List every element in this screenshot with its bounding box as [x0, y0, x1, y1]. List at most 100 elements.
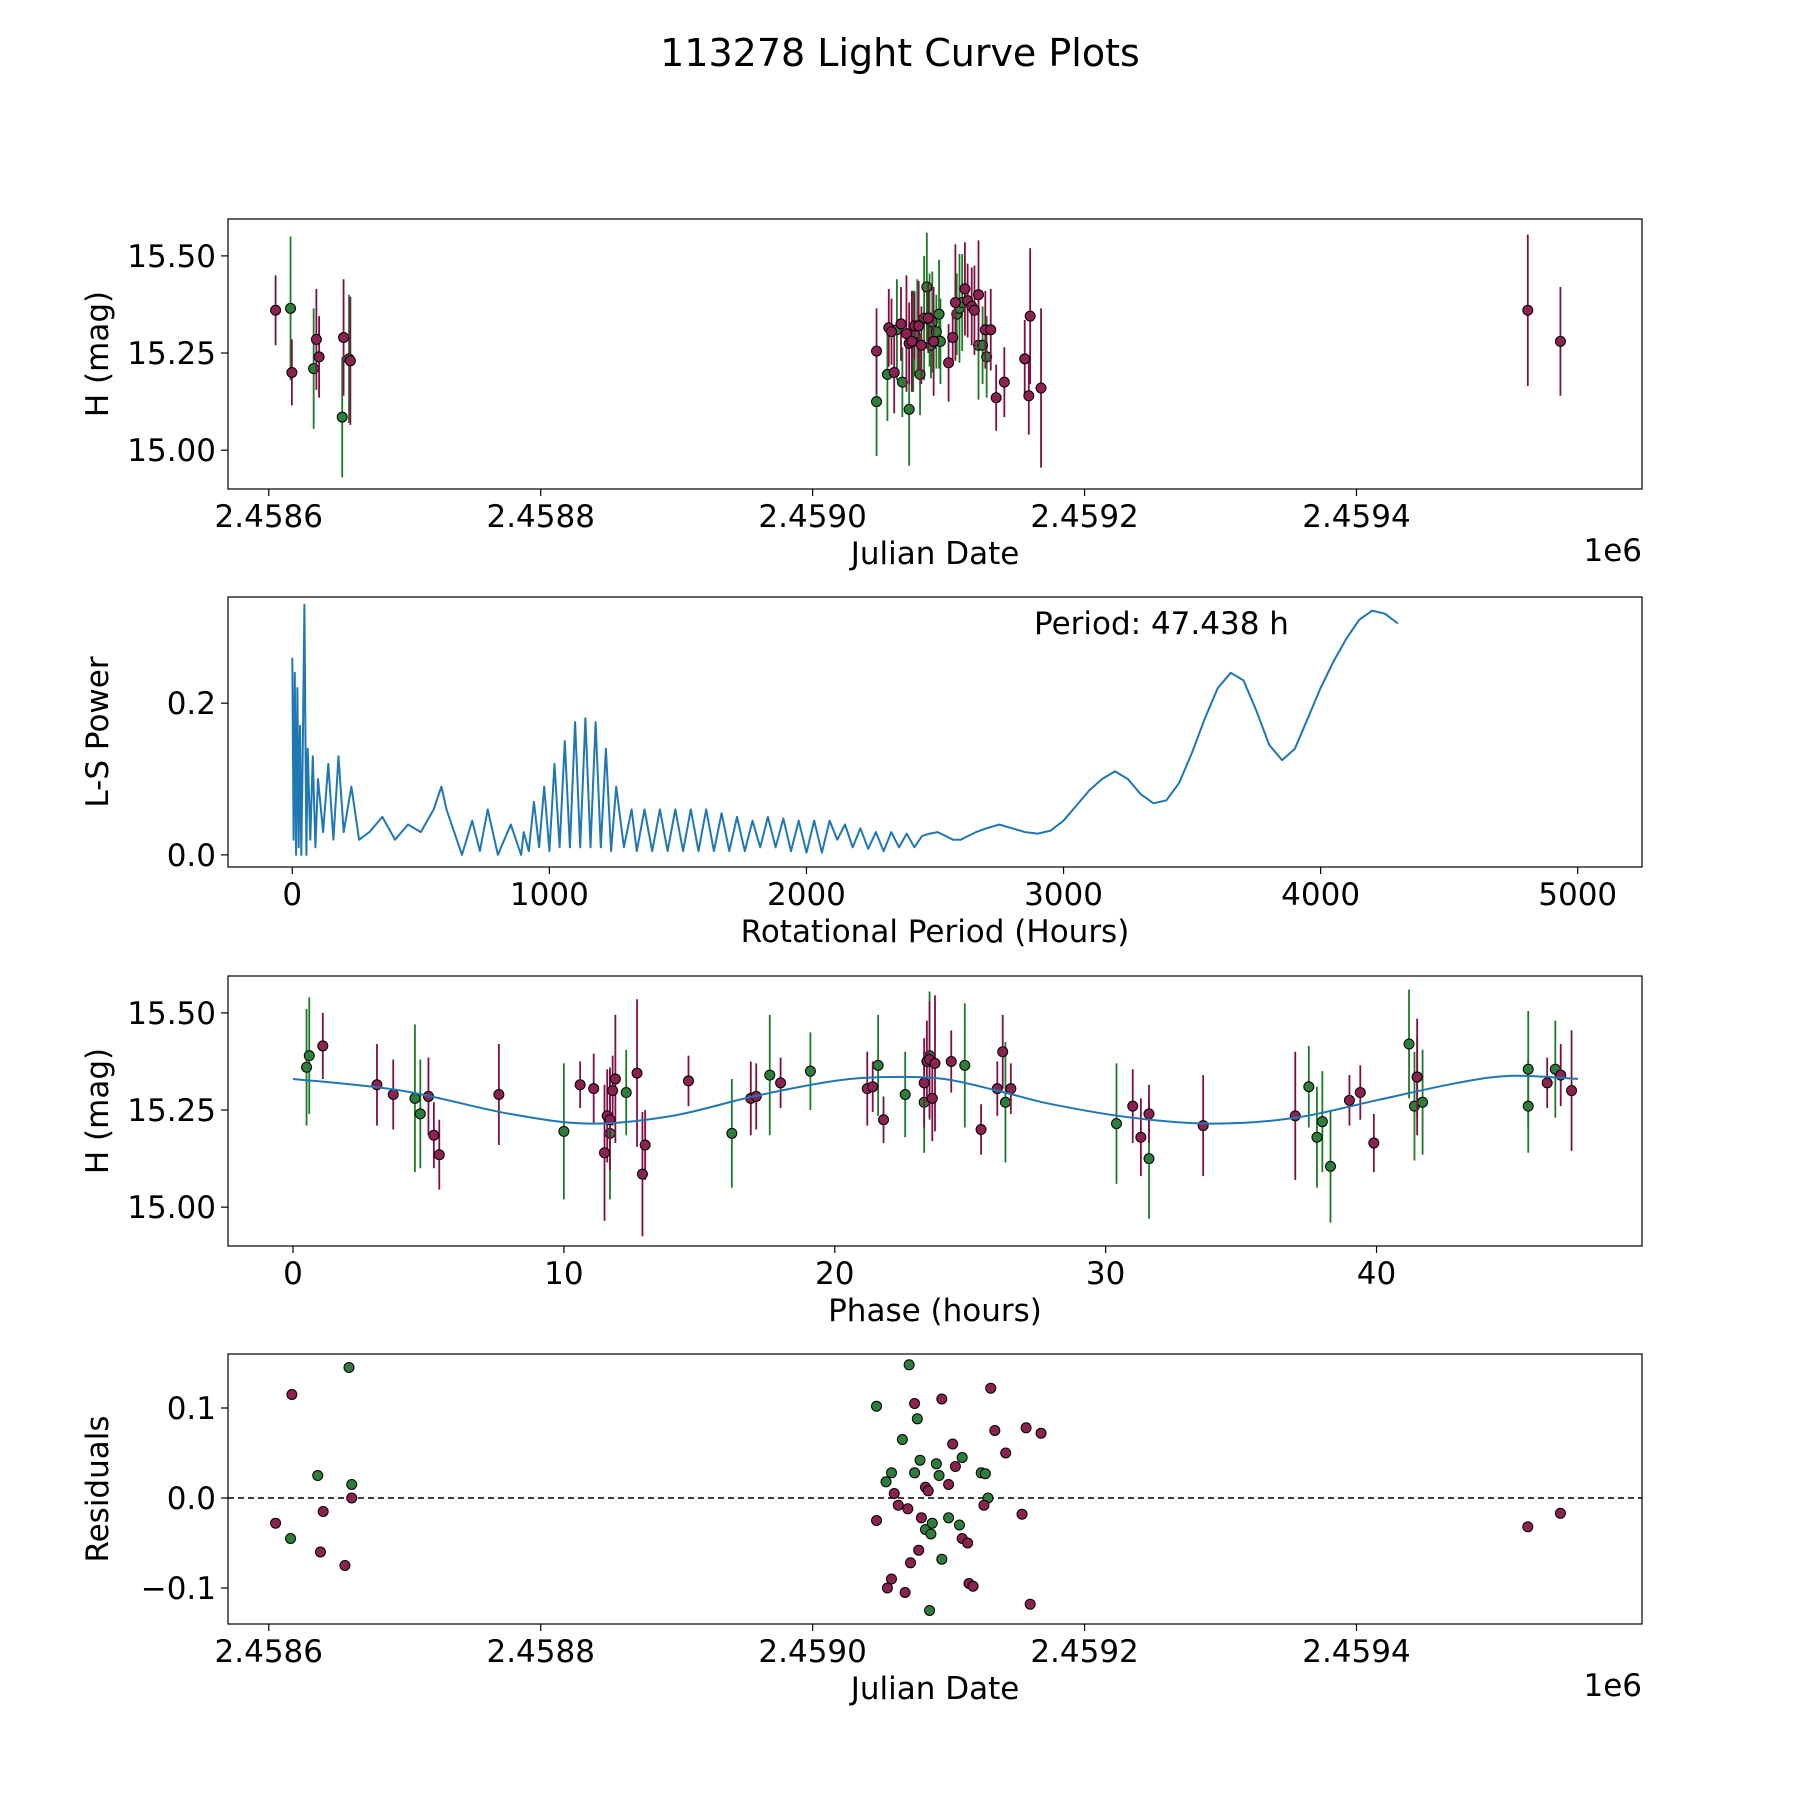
residual-point — [346, 1479, 358, 1490]
x-tick-label: 0 — [282, 877, 302, 913]
data-point — [959, 1059, 971, 1071]
data-point — [1019, 353, 1031, 365]
y-tick-label: 15.50 — [127, 239, 216, 275]
data-point — [775, 1077, 787, 1089]
data-point — [899, 1088, 911, 1100]
data-point — [968, 304, 980, 316]
residual-point — [286, 1389, 298, 1400]
x-tick-label: 2000 — [767, 877, 846, 913]
residual-point — [967, 1580, 979, 1592]
x-axis-label: Phase (hours) — [828, 1293, 1042, 1329]
data-point — [599, 1147, 611, 1159]
data-point — [310, 333, 322, 345]
x-tick-label: 2.4594 — [1302, 1634, 1410, 1670]
y-axis-label: Residuals — [80, 1415, 116, 1562]
residual-point — [285, 1533, 297, 1544]
data-point — [943, 357, 955, 369]
residual-point — [892, 1499, 904, 1511]
data-point — [998, 376, 1010, 388]
periodogram-panel: 0 1000 2000 3000 4000 5000 0.0 0.2 Rotational Pe… — [80, 596, 1643, 950]
data-point — [871, 396, 883, 408]
data-point — [1110, 1118, 1122, 1130]
data-point — [913, 320, 925, 332]
residual-point — [962, 1537, 974, 1549]
data-point — [804, 1065, 816, 1077]
figure-title: 113278 Light Curve Plots — [660, 31, 1140, 75]
x-tick-label: 2.4586 — [215, 499, 323, 535]
data-point — [1035, 382, 1047, 394]
residual-point — [930, 1458, 942, 1470]
data-point — [885, 326, 897, 338]
y-tick-label: 0.2 — [167, 686, 216, 722]
x-axis-label: Julian Date — [849, 1671, 1020, 1707]
residual-point — [947, 1438, 959, 1450]
data-point — [915, 339, 927, 351]
data-point — [1522, 1100, 1534, 1112]
residual-point — [343, 1362, 355, 1373]
residual-point — [949, 1461, 961, 1472]
data-point — [903, 403, 915, 415]
data-point — [409, 1092, 421, 1104]
residual-point — [888, 1488, 900, 1499]
data-point — [1143, 1153, 1155, 1165]
y-tick-label: 15.25 — [127, 336, 216, 372]
data-point — [1566, 1085, 1578, 1097]
x-tick-label: 4000 — [1281, 877, 1360, 913]
residual-point — [936, 1553, 948, 1565]
data-point — [286, 366, 298, 378]
residual-point — [936, 1393, 948, 1405]
x-offset-label: 1e6 — [1583, 533, 1642, 569]
phase-folded-panel: 0 10 20 30 40 15.00 15.25 15.50 Phase (hours) H (… — [80, 975, 1643, 1329]
residual-point — [871, 1515, 883, 1526]
data-point — [975, 1123, 987, 1135]
residual-point — [943, 1479, 955, 1490]
x-tick-label: 3000 — [1024, 877, 1103, 913]
data-point — [1417, 1096, 1429, 1108]
data-point — [1541, 1077, 1553, 1089]
residual-point — [902, 1503, 914, 1515]
data-point — [1403, 1038, 1415, 1050]
residual-point — [885, 1573, 897, 1585]
residual-point — [911, 1413, 923, 1425]
data-point — [764, 1069, 776, 1081]
data-point — [871, 345, 883, 357]
residual-point — [899, 1587, 911, 1598]
residual-point — [314, 1546, 326, 1558]
residual-point — [924, 1605, 936, 1616]
axes-frame — [227, 596, 1643, 868]
y-tick-label: 15.25 — [127, 1093, 216, 1129]
x-tick-label: 2.4588 — [486, 1634, 594, 1670]
x-tick-label: 40 — [1357, 1256, 1396, 1292]
data-point — [317, 1040, 329, 1052]
data-point — [1135, 1131, 1147, 1143]
residual-point — [978, 1499, 990, 1511]
data-point — [1303, 1081, 1315, 1093]
data-point — [999, 1096, 1011, 1108]
residual-point — [985, 1382, 997, 1394]
data-point — [639, 1139, 651, 1151]
residual-point — [1035, 1427, 1047, 1439]
data-point — [1024, 310, 1036, 322]
data-point — [1522, 304, 1534, 316]
residual-point — [871, 1400, 883, 1412]
data-point — [607, 1085, 619, 1097]
data-point — [1522, 1063, 1534, 1075]
data-point — [906, 335, 918, 347]
data-point — [285, 302, 297, 314]
data-point — [414, 1108, 426, 1120]
data-point — [928, 335, 940, 347]
y-tick-label: 0.0 — [167, 838, 216, 874]
data-point — [344, 355, 356, 367]
data-point — [313, 351, 325, 363]
residual-point — [317, 1506, 329, 1517]
light-curve-panel: 2.4586 2.4588 2.4590 2.4592 2.4594 15.00 15.25… — [80, 218, 1643, 572]
data-point — [270, 304, 282, 316]
residual-point — [1554, 1507, 1566, 1519]
x-tick-label: 30 — [1086, 1256, 1125, 1292]
data-point — [433, 1149, 445, 1161]
data-point — [888, 366, 900, 378]
data-point — [990, 392, 1002, 404]
data-point — [574, 1079, 586, 1091]
data-point — [1368, 1137, 1380, 1149]
residual-point — [953, 1519, 965, 1531]
